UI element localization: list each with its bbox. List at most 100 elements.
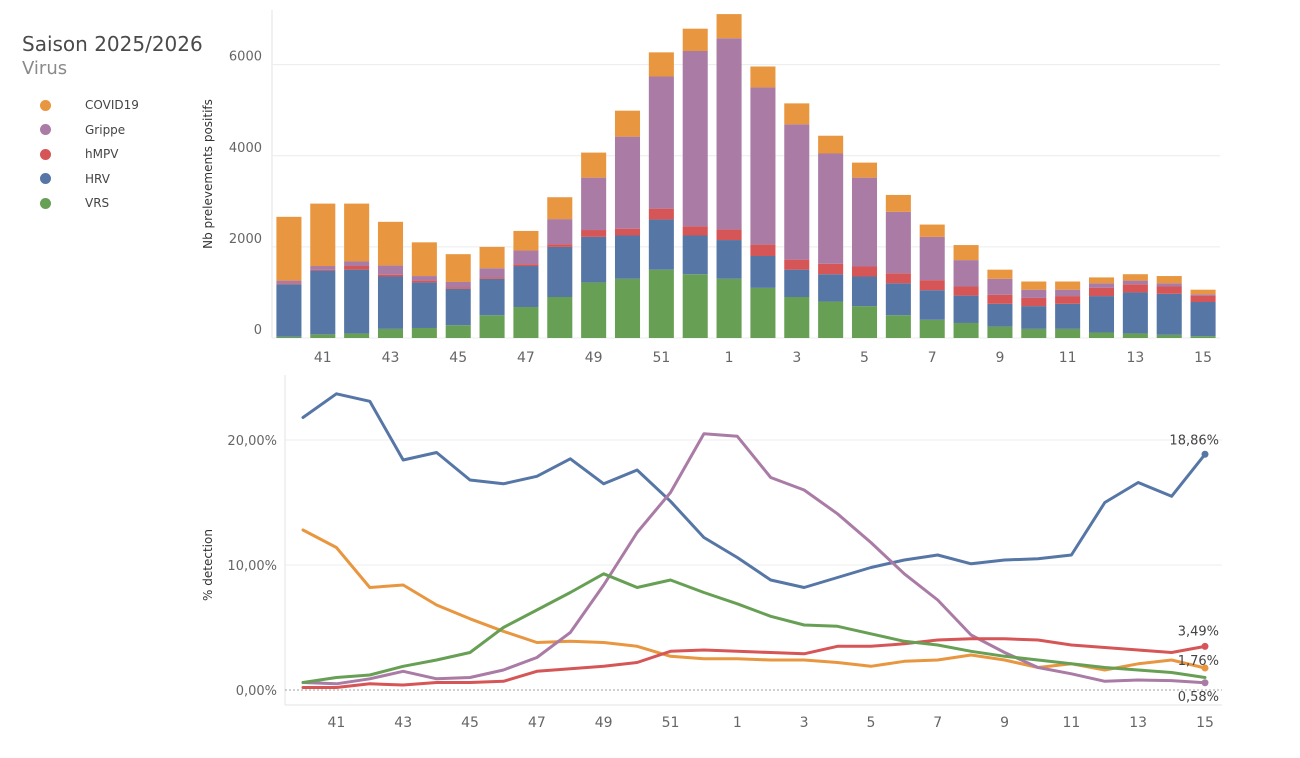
- bar-hmpv-7: [919, 280, 945, 291]
- bar-hmpv-1: [716, 229, 742, 241]
- legend-dot-vrs: [40, 197, 51, 209]
- legend-item-hmpv[interactable]: hMPV: [22, 142, 203, 167]
- bar-x-tick-label: 11: [1059, 350, 1077, 366]
- line-x-tick-label: 13: [1129, 715, 1147, 731]
- bar-x-tick-label: 51: [652, 350, 670, 366]
- bar-grippe-11: [1055, 289, 1081, 297]
- bar-x-tick-label: 9: [995, 350, 1004, 366]
- line-x-tick-label: 41: [327, 715, 345, 731]
- bar-hmpv-5: [851, 266, 878, 277]
- bar-hrv-43: [377, 276, 404, 329]
- bar-x-tick-label: 13: [1126, 350, 1144, 366]
- bar-hmpv-40: [276, 283, 302, 285]
- line-series-grippe: [301, 432, 1207, 686]
- bar-grippe-15: [1190, 294, 1216, 296]
- line-x-tick-label: 51: [662, 715, 680, 731]
- line-series-hmpv: [301, 637, 1207, 689]
- legend-item-hrv[interactable]: HRV: [22, 167, 203, 192]
- bar-x-tick-label: 43: [382, 350, 400, 366]
- bar-hrv-42: [344, 269, 370, 334]
- legend-dot-hrv: [40, 173, 51, 185]
- bar-covid19-6: [885, 194, 911, 212]
- bar-vrs-43: [377, 328, 404, 338]
- bar-hrv-9: [987, 303, 1013, 327]
- bar-hrv-14: [1156, 293, 1182, 335]
- legend-dot-grippe: [40, 124, 51, 136]
- bar-y-tick-label: 4000: [229, 141, 262, 156]
- bar-grippe-12: [1088, 283, 1115, 288]
- bar-covid19-50: [614, 110, 641, 137]
- bar-grippe-10: [1021, 289, 1047, 298]
- bar-hrv-50: [614, 235, 641, 279]
- bar-covid19-41: [310, 203, 336, 267]
- bar-hmpv-15: [1190, 295, 1216, 303]
- bar-chart: 0 2000 4000 6000 Nb prelevements positifs 41 4…: [201, 10, 1220, 366]
- bar-hrv-52: [682, 235, 708, 275]
- bar-y-tick-label: 0: [254, 323, 262, 338]
- bar-hrv-8: [953, 295, 979, 323]
- bar-hrv-2: [750, 256, 776, 288]
- bar-hmpv-49: [581, 230, 607, 237]
- legend-label-grippe: Grippe: [85, 122, 126, 137]
- bar-hmpv-12: [1088, 287, 1115, 297]
- bar-hmpv-51: [648, 208, 674, 220]
- bar-hrv-11: [1055, 303, 1081, 329]
- bar-grippe-45: [445, 281, 471, 288]
- bar-hrv-41: [310, 270, 336, 335]
- bar-grippe-9: [987, 278, 1013, 295]
- bar-covid19-15: [1190, 289, 1216, 295]
- line-y-tick-label: 10,00%: [227, 559, 277, 574]
- bar-covid19-10: [1021, 281, 1047, 290]
- bar-hrv-15: [1190, 302, 1216, 337]
- bar-x-tick-label: 7: [928, 350, 937, 366]
- legend-label-hmpv: hMPV: [85, 147, 119, 162]
- bar-vrs-52: [682, 274, 708, 338]
- bar-hmpv-50: [614, 228, 641, 236]
- legend: Saison 2025/2026 Virus COVID19 Grippe hM…: [22, 32, 203, 216]
- line-series-covid19: [301, 528, 1207, 672]
- bar-x-tick-label: 3: [792, 350, 801, 366]
- line-x-tick-label: 45: [461, 715, 479, 731]
- bar-hrv-13: [1122, 292, 1148, 334]
- bar-x-tick-label: 45: [449, 350, 467, 366]
- legend-dot-covid19: [40, 99, 51, 111]
- bar-x-tick-label: 47: [517, 350, 535, 366]
- bar-covid19-13: [1122, 274, 1148, 281]
- bar-hmpv-47: [513, 264, 539, 267]
- legend-item-covid19[interactable]: COVID19: [22, 93, 203, 118]
- bar-grippe-48: [547, 219, 573, 245]
- line-end-label-covid19: 1,76%: [1178, 654, 1219, 669]
- bar-grippe-41: [310, 266, 336, 270]
- bar-grippe-2: [750, 87, 776, 245]
- bar-hrv-45: [445, 288, 471, 326]
- bar-hrv-7: [919, 290, 945, 320]
- bar-vrs-11: [1055, 328, 1081, 338]
- bar-grippe-50: [614, 136, 641, 229]
- bar-vrs-45: [445, 325, 471, 338]
- line-x-tick-label: 9: [1000, 715, 1009, 731]
- bar-covid19-7: [919, 224, 945, 237]
- bar-covid19-12: [1088, 277, 1115, 284]
- line-x-tick-label: 7: [933, 715, 942, 731]
- bar-x-tick-label: 1: [725, 350, 734, 366]
- line-end-label-hmpv: 3,49%: [1178, 624, 1219, 639]
- bar-covid19-51: [648, 52, 674, 77]
- legend-item-vrs[interactable]: VRS: [22, 191, 203, 216]
- bar-hmpv-10: [1021, 297, 1047, 307]
- legend-label-vrs: VRS: [85, 196, 110, 211]
- legend-item-grippe[interactable]: Grippe: [22, 118, 203, 143]
- bar-vrs-3: [784, 297, 810, 338]
- bar-y-tick-label: 2000: [229, 232, 262, 247]
- line-end-point-covid19: [1201, 664, 1209, 672]
- bar-hmpv-45: [445, 287, 471, 289]
- bar-covid19-1: [716, 14, 742, 39]
- line-y-axis-title: % detection: [201, 529, 215, 601]
- bar-grippe-49: [581, 177, 607, 231]
- bar-covid19-11: [1055, 281, 1081, 290]
- bar-hmpv-6: [885, 273, 911, 284]
- bar-vrs-50: [614, 278, 641, 338]
- bar-x-tick-label: 15: [1194, 350, 1212, 366]
- line-end-point-hrv: [1201, 450, 1209, 458]
- bar-vrs-10: [1021, 328, 1047, 338]
